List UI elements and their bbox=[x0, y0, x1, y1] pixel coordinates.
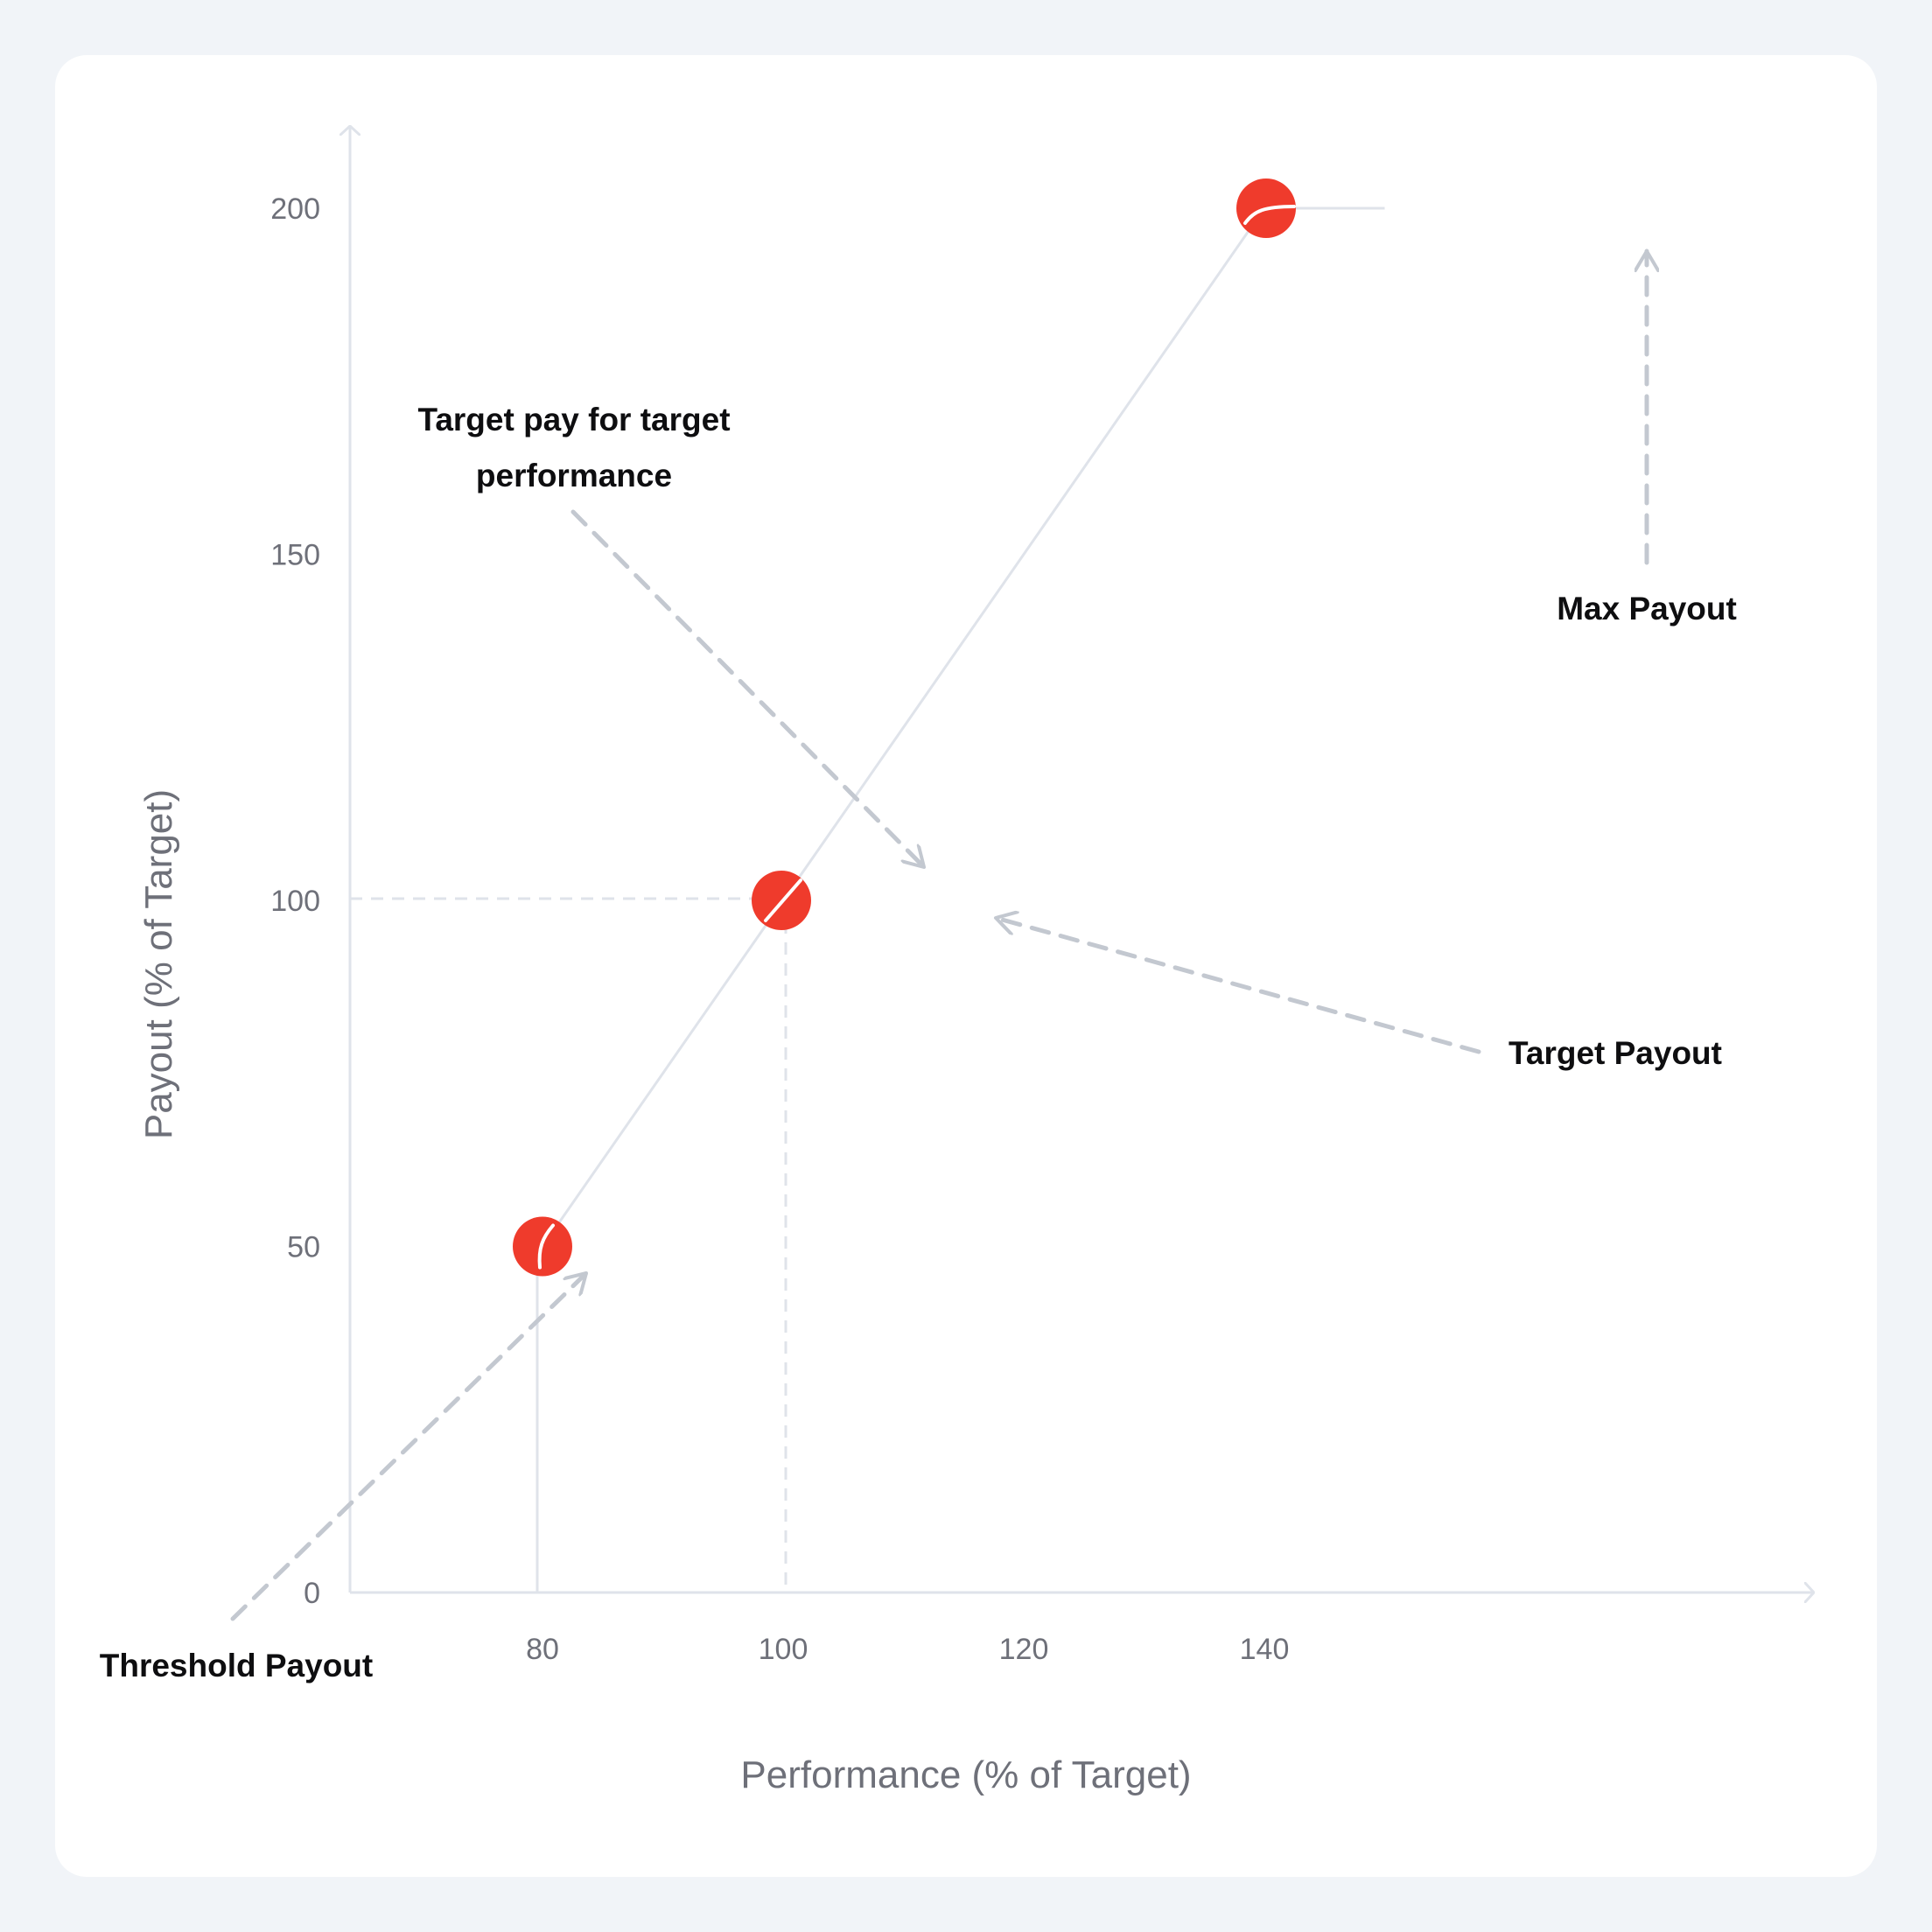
payout-line bbox=[541, 206, 1385, 1248]
chart-card bbox=[55, 55, 1877, 1877]
marker-glyph bbox=[1243, 205, 1296, 225]
y-axis-title: Payout (% of Target) bbox=[137, 789, 180, 1139]
annotation-line: performance bbox=[476, 458, 672, 494]
y-tick-label: 50 bbox=[287, 1231, 320, 1264]
annotation-arrow bbox=[570, 509, 927, 870]
annotation-label: Target Payout bbox=[1508, 1035, 1722, 1071]
y-tick-label: 100 bbox=[270, 885, 320, 918]
x-tick-label: 80 bbox=[526, 1633, 559, 1666]
marker-glyph bbox=[537, 1223, 555, 1270]
x-tick-label: 100 bbox=[759, 1633, 808, 1666]
data-point-marker bbox=[752, 871, 811, 930]
annotation-line: Threshold Payout bbox=[100, 1648, 373, 1684]
annotation-label: Max Payout bbox=[1557, 591, 1737, 626]
annotation-arrow bbox=[993, 918, 1481, 1054]
annotation-line: Max Payout bbox=[1557, 591, 1737, 626]
x-tick-label: 140 bbox=[1240, 1633, 1290, 1666]
y-tick-label: 150 bbox=[270, 539, 320, 572]
annotation-arrow bbox=[230, 1270, 589, 1621]
marker-glyph bbox=[764, 878, 802, 922]
y-tick-label: 200 bbox=[270, 192, 320, 226]
annotation-label: Target pay for target performance bbox=[417, 402, 730, 494]
x-axis-title: Performance (% of Target) bbox=[740, 1754, 1191, 1796]
annotation-label: Threshold Payout bbox=[100, 1648, 373, 1684]
y-tick-label: 0 bbox=[304, 1577, 320, 1610]
data-point-marker bbox=[1236, 178, 1296, 238]
data-point-marker bbox=[513, 1216, 572, 1277]
annotation-line: Target pay for target bbox=[417, 402, 730, 438]
annotation-line: Target Payout bbox=[1508, 1035, 1722, 1071]
x-tick-label: 120 bbox=[999, 1633, 1049, 1666]
